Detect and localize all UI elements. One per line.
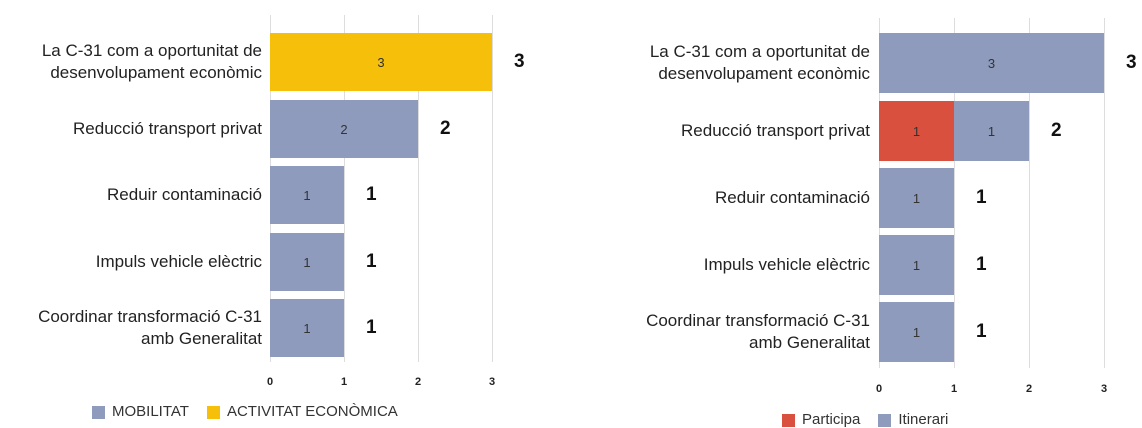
category-label: Reducció transport privat	[73, 119, 262, 138]
x-tick-label: 2	[1025, 383, 1033, 395]
bar-value-label: 2	[340, 121, 348, 137]
legend-label: Itinerari	[898, 411, 949, 428]
bar-segment: 1	[954, 101, 1029, 161]
x-tick-label: 0	[875, 383, 883, 395]
bar-value-label: 1	[912, 123, 921, 139]
grid-line	[1104, 18, 1105, 368]
x-tick-label: 0	[266, 376, 274, 388]
category-label: La C-31 com a oportunitat de desenvolupa…	[649, 42, 870, 83]
legend-label: MOBILITAT	[112, 403, 189, 420]
category-label: Coordinar transformació C-31 amb General…	[646, 311, 870, 352]
bar-segment: 3	[270, 33, 492, 91]
category-label: Reduir contaminació	[715, 188, 870, 207]
total-label: 3	[1126, 52, 1137, 73]
bar-segment: 1	[879, 235, 954, 295]
category-label: Reduir contaminació	[107, 185, 262, 204]
legend-swatch	[878, 414, 892, 427]
total-label: 2	[1051, 120, 1062, 141]
grid-line	[344, 15, 345, 362]
x-tick-label: 3	[1100, 383, 1108, 395]
total-label: 1	[366, 184, 377, 205]
total-label: 1	[976, 187, 987, 208]
bar-segment: 2	[270, 100, 418, 158]
bar-value-label: 1	[912, 190, 921, 206]
total-label: 1	[976, 254, 987, 275]
bar-value-label: 3	[987, 55, 996, 71]
grid-line	[492, 15, 493, 362]
category-label: Impuls vehicle elèctric	[703, 255, 870, 274]
x-tick-label: 1	[950, 383, 958, 395]
bar-value-label: 1	[912, 324, 921, 340]
bar-value-label: 1	[303, 320, 311, 336]
legend-label: ACTIVITAT ECONÒMICA	[226, 403, 398, 420]
grid-line	[418, 15, 419, 362]
x-tick-label: 2	[414, 376, 422, 388]
legend-label: Participa	[802, 411, 861, 428]
category-label: La C-31 com a oportunitat de desenvolupa…	[41, 41, 262, 82]
category-label: Reducció transport privat	[681, 121, 870, 140]
x-tick-label: 1	[340, 376, 348, 388]
category-label: Impuls vehicle elèctric	[95, 252, 262, 271]
bar-segment: 1	[879, 302, 954, 362]
total-label: 1	[366, 251, 377, 272]
bar-segment: 1	[879, 101, 954, 161]
bar-segment: 1	[270, 166, 344, 224]
total-label: 2	[440, 118, 451, 139]
legend-swatch	[92, 406, 105, 419]
total-label: 1	[366, 317, 377, 338]
bar-value-label: 1	[303, 187, 311, 203]
bar-segment: 3	[879, 33, 1104, 93]
grid-line	[1029, 18, 1030, 368]
grid-line	[954, 18, 955, 368]
bar-value-label: 3	[377, 54, 385, 70]
bar-value-label: 1	[912, 257, 921, 273]
bar-segment: 1	[270, 299, 344, 357]
x-tick-label: 3	[488, 376, 496, 388]
bar-value-label: 1	[987, 123, 996, 139]
bar-segment: 1	[270, 233, 344, 291]
total-label: 1	[976, 321, 987, 342]
legend-swatch	[206, 406, 220, 419]
category-label: Coordinar transformació C-31 amb General…	[38, 307, 262, 348]
bar-value-label: 1	[303, 254, 311, 270]
legend-swatch	[782, 414, 795, 427]
total-label: 3	[514, 51, 525, 72]
bar-segment: 1	[879, 168, 954, 228]
